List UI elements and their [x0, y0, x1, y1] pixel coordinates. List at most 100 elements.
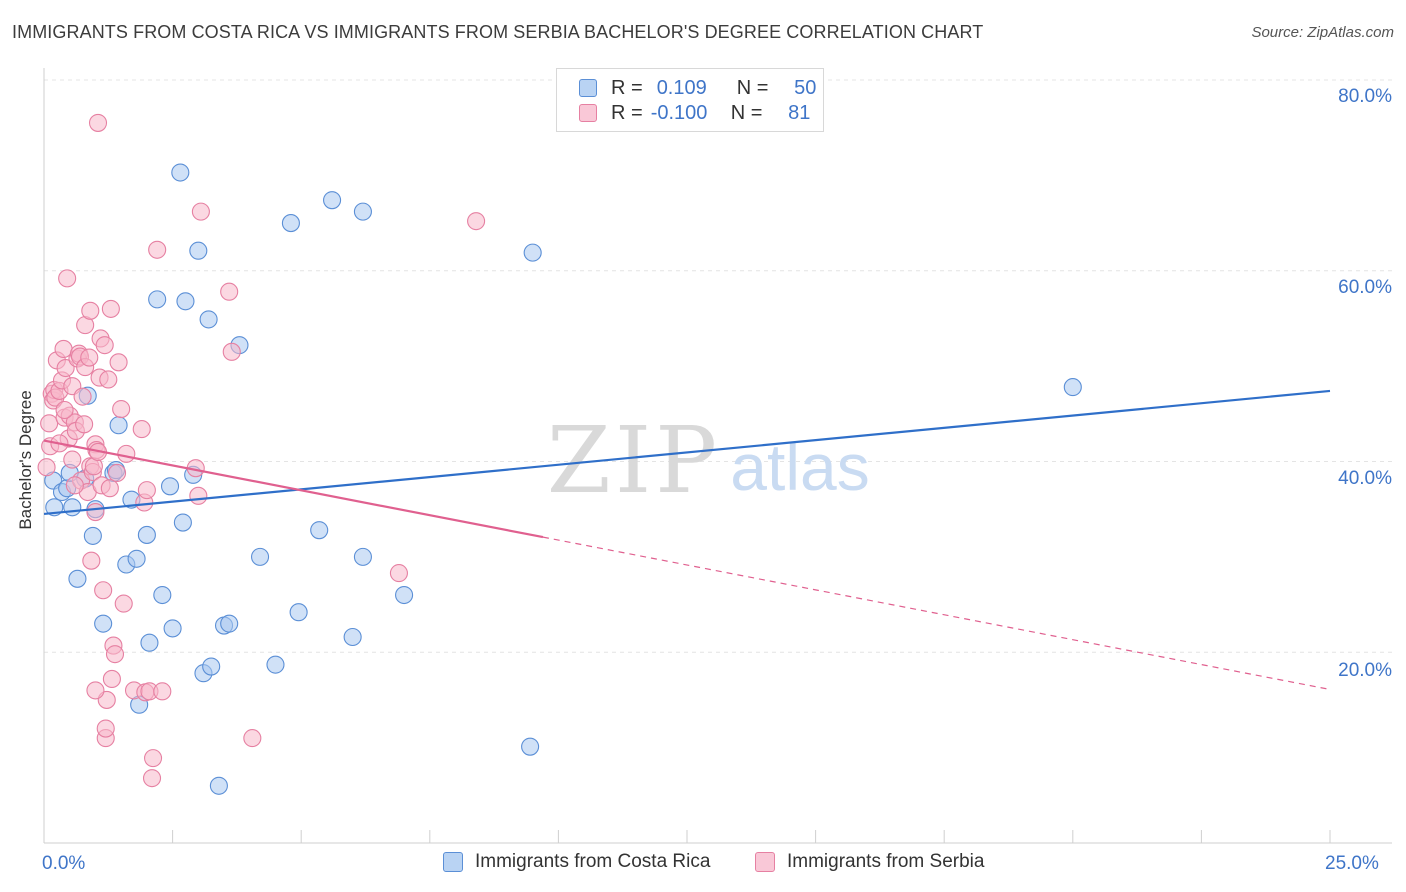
- costa-rica-point: [68, 569, 87, 588]
- legend-r-label: R =: [611, 76, 643, 99]
- costa-rica-point: [1063, 378, 1082, 397]
- y-axis-label: Bachelor's Degree: [16, 390, 35, 530]
- legend-swatch-blue: [443, 852, 463, 872]
- costa-rica-point: [310, 521, 329, 540]
- legend-n-label: N =: [730, 101, 763, 124]
- x-tick-label: 25.0%: [1325, 853, 1379, 874]
- serbia-point: [37, 458, 56, 477]
- serbia-point: [99, 370, 118, 389]
- serbia-point: [114, 594, 133, 613]
- legend-r-value: -0.100: [650, 101, 708, 124]
- costa-rica-point: [343, 627, 362, 647]
- serbia-point: [96, 719, 115, 738]
- costa-rica-point: [83, 526, 102, 545]
- costa-rica-point: [523, 243, 542, 262]
- serbia-point: [73, 387, 92, 406]
- trend-lines: [43, 389, 1331, 691]
- y-tick-label: 20.0%: [1338, 660, 1392, 681]
- serbia-point: [55, 400, 74, 420]
- legend-swatch-pink: [755, 852, 775, 872]
- serbia-point: [112, 399, 131, 419]
- costa-rica-point: [127, 549, 146, 568]
- costa-rica-point: [109, 416, 128, 435]
- serbia-point: [220, 282, 239, 301]
- series-serbia-points: [37, 113, 486, 788]
- serbia-point: [100, 479, 119, 498]
- serbia-point: [75, 415, 94, 434]
- trend-line-serbia: [43, 439, 544, 539]
- costa-rica-point: [220, 614, 239, 633]
- serbia-point: [137, 481, 156, 500]
- y-tick-label: 40.0%: [1338, 468, 1392, 489]
- costa-rica-point: [281, 214, 300, 233]
- costa-rica-point: [153, 585, 172, 605]
- x-tick-label: 0.0%: [42, 853, 86, 874]
- costa-rica-point: [250, 547, 270, 566]
- costa-rica-point: [209, 776, 228, 795]
- serbia-point: [142, 769, 162, 788]
- legend-row-costa-rica: R = 0.109 N = 50: [579, 76, 816, 100]
- axes: [43, 68, 1392, 844]
- serbia-point: [102, 669, 121, 689]
- costa-rica-point: [189, 241, 208, 260]
- serbia-point: [63, 450, 82, 469]
- serbia-point: [107, 463, 127, 482]
- y-tick-label: 60.0%: [1338, 277, 1392, 298]
- costa-rica-point: [148, 290, 167, 309]
- legend-swatch-pink: [579, 104, 597, 122]
- serbia-point: [80, 348, 99, 367]
- serbia-point: [65, 476, 84, 495]
- serbia-point: [191, 202, 210, 221]
- y-tick-label: 80.0%: [1338, 86, 1392, 107]
- trend-line-serbia-extrapolated: [542, 536, 1331, 691]
- serbia-point: [222, 342, 241, 361]
- legend-r-value: 0.109: [656, 76, 707, 99]
- costa-rica-point: [160, 477, 180, 496]
- serbia-point: [40, 414, 59, 433]
- costa-rica-point: [395, 585, 414, 605]
- costa-rica-point: [140, 633, 159, 652]
- legend-row-serbia: R = -0.100 N = 81: [579, 101, 810, 125]
- serbia-point: [105, 645, 125, 664]
- costa-rica-point: [266, 655, 285, 674]
- serbia-point: [56, 358, 75, 378]
- serbia-point: [189, 486, 208, 505]
- bottom-legend-costa-rica[interactable]: Immigrants from Costa Rica: [443, 851, 710, 873]
- costa-rica-point: [171, 163, 190, 182]
- serbia-point: [467, 212, 486, 231]
- serbia-point: [153, 682, 172, 701]
- trend-line-costa-rica: [43, 389, 1331, 516]
- chart-title: IMMIGRANTS FROM COSTA RICA VS IMMIGRANTS…: [12, 22, 984, 42]
- bottom-legend-label: Immigrants from Costa Rica: [475, 851, 711, 872]
- costa-rica-point: [94, 614, 113, 633]
- serbia-point: [117, 444, 136, 463]
- costa-rica-point: [202, 657, 221, 676]
- costa-rica-point: [199, 310, 218, 329]
- serbia-point: [86, 502, 105, 522]
- grid-lines: [44, 79, 1392, 653]
- legend-n-value: 81: [788, 101, 811, 124]
- serbia-point: [86, 681, 105, 700]
- costa-rica-point: [353, 202, 372, 221]
- serbia-point: [94, 581, 113, 600]
- serbia-point: [389, 564, 408, 583]
- watermark: ZIP atlas: [547, 407, 870, 514]
- costa-rica-point: [137, 525, 156, 544]
- serbia-point: [81, 301, 100, 320]
- serbia-point: [88, 113, 108, 132]
- costa-rica-point: [289, 603, 308, 622]
- legend-swatch-blue: [579, 79, 597, 97]
- serbia-point: [95, 336, 114, 355]
- watermark-zip: ZIP: [547, 407, 721, 514]
- costa-rica-point: [323, 191, 342, 210]
- legend-n-label: N =: [736, 76, 769, 99]
- bottom-legend-serbia[interactable]: Immigrants from Serbia: [755, 851, 984, 873]
- costa-rica-point: [63, 498, 82, 517]
- serbia-point: [144, 749, 163, 768]
- source-label: Source: ZipAtlas.com: [1251, 24, 1394, 41]
- legend-n-value: 50: [794, 76, 817, 99]
- correlation-legend: R = 0.109 N = 50 R = -0.100 N = 81: [556, 68, 824, 132]
- serbia-point: [58, 269, 77, 288]
- serbia-point: [101, 299, 120, 318]
